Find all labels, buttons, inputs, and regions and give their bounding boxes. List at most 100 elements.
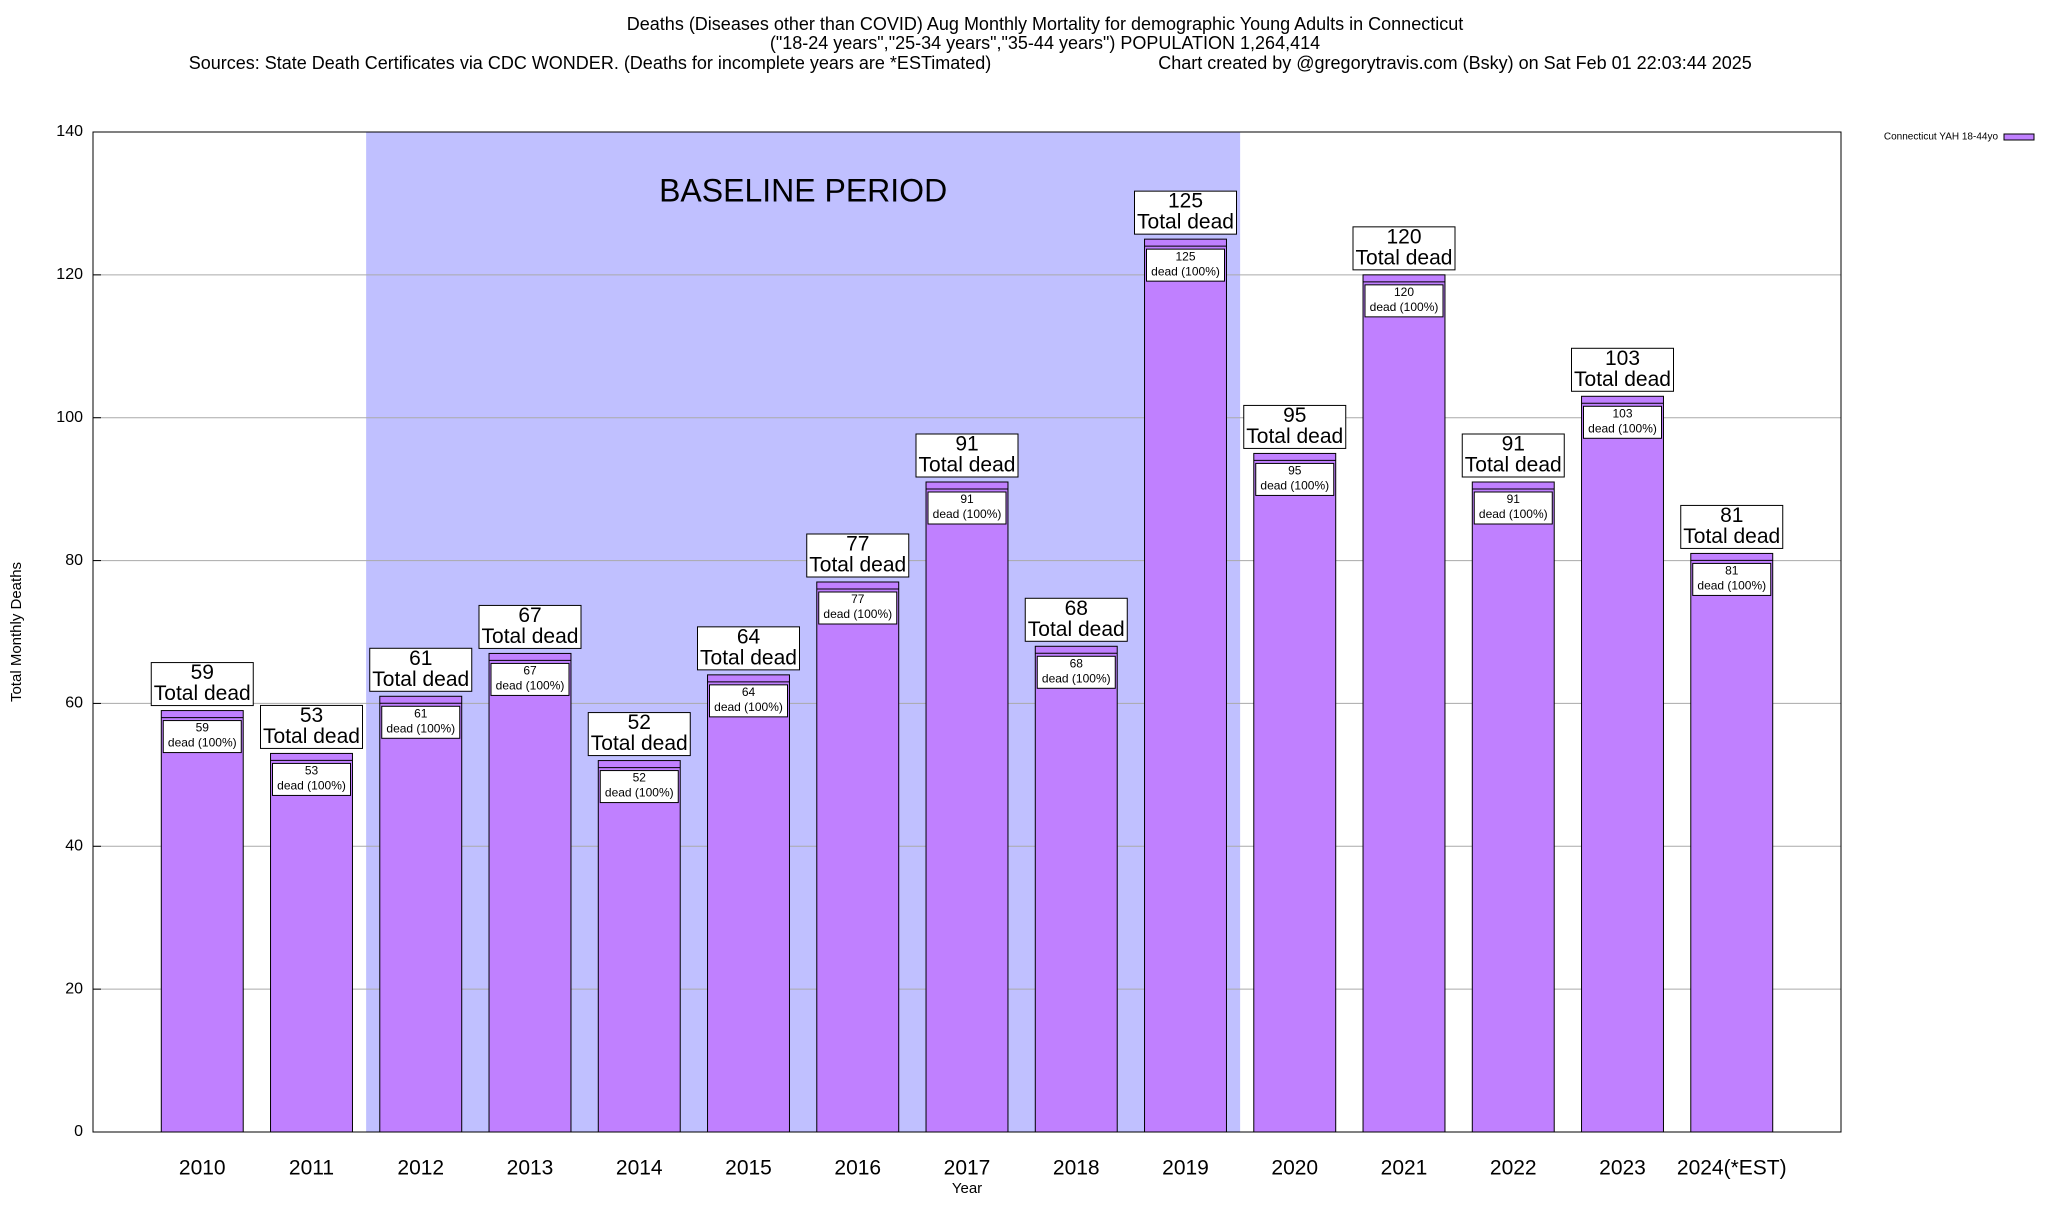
x-tick-label: 2012: [397, 1157, 444, 1180]
segment-label: dead (100%): [823, 607, 892, 621]
total-label: Total dead: [1028, 618, 1125, 641]
segment-label-box: [1146, 248, 1225, 282]
x-tick-label: 2016: [834, 1157, 881, 1180]
bar: [488, 652, 572, 1133]
bar: [597, 760, 681, 1133]
segment-value-label: 67: [523, 664, 537, 678]
x-tick-label: 2013: [507, 1157, 554, 1180]
y-tick-label: 60: [65, 695, 83, 712]
y-tick-label: 20: [65, 980, 83, 997]
segment-label-box: [1364, 284, 1444, 318]
segment-label: dead (100%): [1370, 300, 1439, 314]
total-label: Total dead: [154, 682, 251, 705]
shaded-range-label: BASELINE PERIOD: [659, 172, 947, 208]
total-label: Total dead: [482, 625, 579, 648]
x-tick-label: 2014: [616, 1157, 663, 1180]
segment-value-label: 61: [414, 706, 428, 720]
total-label: Total dead: [1356, 246, 1453, 269]
total-label: Total dead: [700, 646, 797, 669]
segment-label: dead (100%): [1042, 671, 1111, 685]
y-tick-label: 40: [65, 838, 83, 855]
total-label-box: [1243, 404, 1347, 449]
total-label: Total dead: [919, 454, 1016, 477]
total-value-label: 64: [737, 625, 761, 648]
credit: Chart created by @gregorytravis.com (Bsk…: [1158, 53, 1752, 73]
segment-label: dead (100%): [1479, 507, 1548, 521]
total-label: Total dead: [372, 668, 469, 691]
segment-label: dead (100%): [496, 679, 565, 693]
segment-value-label: 64: [742, 685, 756, 699]
x-tick-label: 2022: [1490, 1157, 1537, 1180]
total-value-label: 68: [1065, 597, 1088, 620]
y-axis-label: Total Monthly Deaths: [8, 562, 25, 702]
segment-value-label: 95: [1288, 464, 1302, 478]
x-tick-label: 2020: [1271, 1157, 1318, 1180]
total-label: Total dead: [1246, 425, 1343, 448]
y-tick-label: 0: [74, 1123, 83, 1140]
total-value-label: 59: [191, 661, 214, 684]
total-value-label: 91: [1502, 433, 1525, 456]
total-label: Total dead: [263, 725, 360, 748]
total-label-box: [1024, 597, 1128, 642]
segment-label-box: [599, 770, 679, 804]
segment-label: dead (100%): [605, 786, 674, 800]
total-label-box: [369, 647, 473, 692]
segment-label: dead (100%): [1697, 579, 1766, 593]
bar: [379, 695, 463, 1133]
segment-label-box: [818, 591, 898, 625]
x-tick-label: 2021: [1381, 1157, 1428, 1180]
segment-value-label: 53: [305, 764, 319, 778]
segment-value-label: 77: [851, 592, 865, 606]
segment-label-box: [1583, 405, 1662, 439]
segment-value-label: 81: [1725, 564, 1739, 578]
total-label: Total dead: [1683, 525, 1780, 548]
segment-value-label: 91: [960, 492, 974, 506]
y-tick-label: 120: [56, 266, 83, 283]
x-tick-label: 2019: [1162, 1157, 1209, 1180]
segment-label: dead (100%): [277, 779, 346, 793]
segment-value-label: 59: [196, 721, 210, 735]
total-label-box: [1571, 347, 1674, 392]
total-label-box: [150, 662, 254, 707]
total-value-label: 61: [409, 647, 432, 670]
bar: [1253, 452, 1337, 1133]
segment-label-box: [381, 705, 461, 739]
segment-value-label: 120: [1394, 285, 1414, 299]
total-label-box: [1352, 226, 1456, 271]
x-tick-label: 2018: [1053, 1157, 1100, 1180]
bar: [1690, 552, 1774, 1133]
bar: [816, 581, 900, 1133]
x-tick-label: 2024(*EST): [1677, 1157, 1787, 1180]
total-value-label: 53: [300, 704, 323, 727]
segment-label-box: [927, 491, 1007, 525]
total-label-box: [260, 704, 363, 749]
total-label: Total dead: [1574, 368, 1671, 391]
bar: [1581, 395, 1664, 1133]
segment-label: dead (100%): [168, 736, 237, 750]
y-tick-label: 140: [56, 123, 83, 140]
total-label: Total dead: [1465, 454, 1562, 477]
total-label-box: [1461, 433, 1565, 478]
segment-label: dead (100%): [1588, 421, 1657, 435]
total-value-label: 103: [1605, 347, 1640, 370]
segment-value-label: 125: [1175, 249, 1195, 263]
segment-label: dead (100%): [714, 700, 783, 714]
segment-label-box: [1692, 562, 1772, 596]
y-tick-label: 80: [65, 552, 83, 569]
total-label: Total dead: [1137, 211, 1234, 234]
total-value-label: 120: [1386, 225, 1421, 248]
bar: [1362, 274, 1446, 1133]
legend-label: Connecticut YAH 18-44yo: [1884, 132, 1999, 143]
bar: [1144, 238, 1227, 1133]
segment-label-box: [1255, 462, 1335, 496]
bar: [1034, 645, 1118, 1133]
segment-value-label: 91: [1507, 492, 1521, 506]
segment-label-box: [162, 720, 242, 754]
total-label-box: [1134, 190, 1237, 235]
total-label-box: [697, 626, 800, 671]
total-label-box: [1680, 504, 1784, 549]
total-value-label: 77: [846, 533, 869, 556]
x-axis-label: Year: [952, 1180, 982, 1197]
segment-label-box: [709, 684, 788, 718]
